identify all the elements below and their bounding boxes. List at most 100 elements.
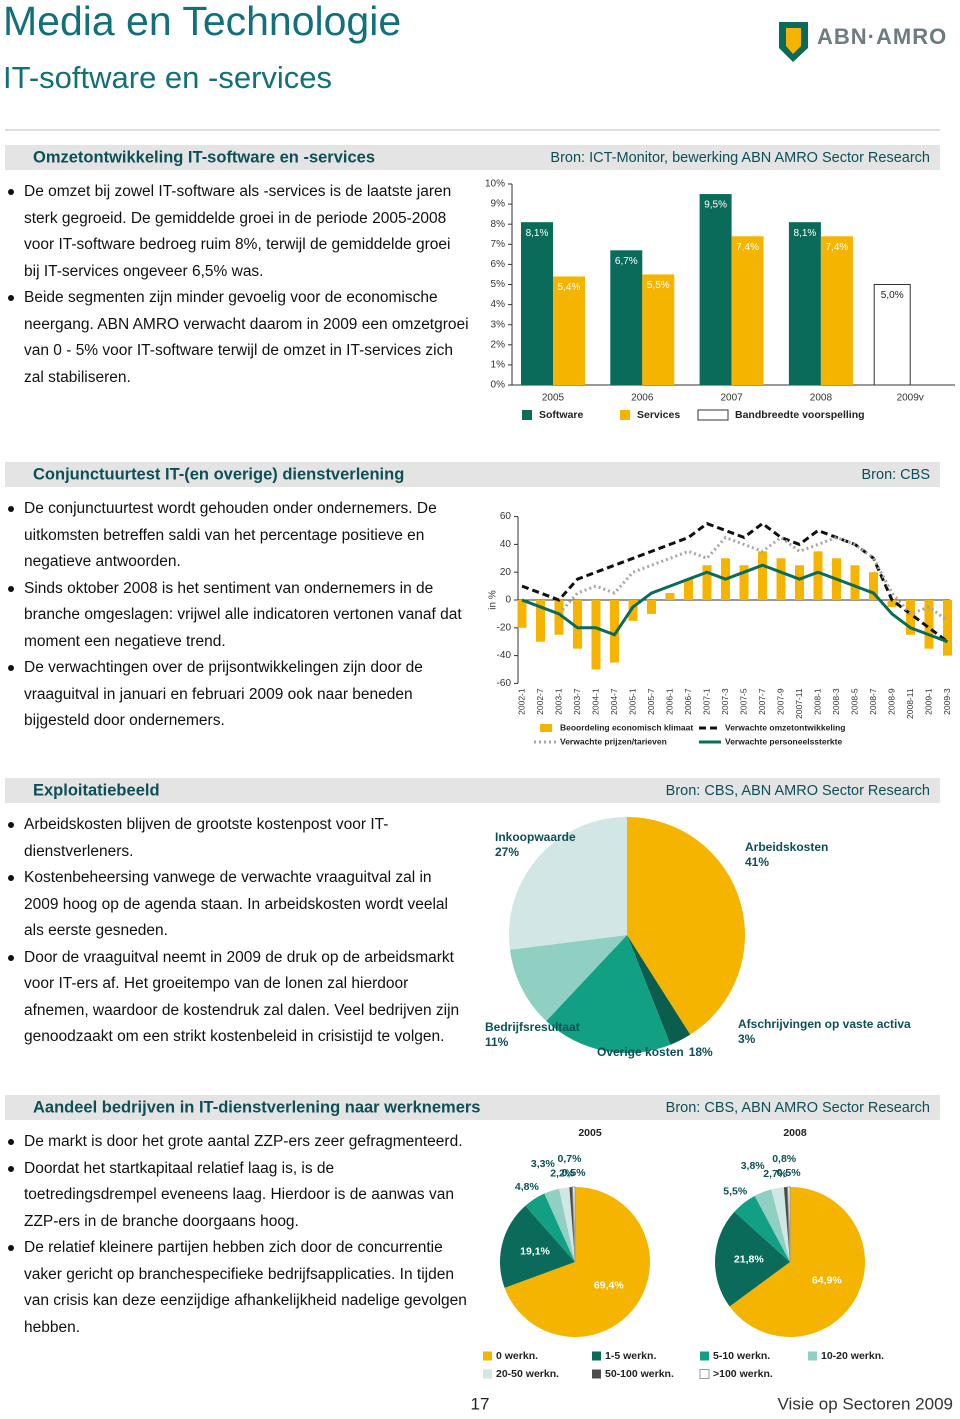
pie-slice: [504, 1187, 650, 1337]
bullet-list: De conjunctuurtest wordt gehouden onder …: [8, 496, 469, 735]
value-label: 6,7%: [615, 256, 638, 267]
legend-label: 20-50 werkn.: [496, 1368, 559, 1380]
line: [521, 563, 949, 644]
bar: [739, 565, 749, 600]
slice-value: 0,5%: [562, 1167, 587, 1179]
value-label: 8,1%: [794, 228, 817, 239]
x-tick-label: 2008-3: [831, 688, 841, 715]
section-bar: [5, 462, 940, 487]
y-tick-label: 0%: [491, 380, 506, 391]
logo-shield: [779, 22, 808, 62]
page-subtitle: IT-software en -services: [3, 60, 332, 95]
legend-swatch: [592, 1351, 601, 1361]
value-label: 9,5%: [704, 200, 727, 211]
line: [521, 535, 949, 623]
slice-name: Inkoopwaarde: [495, 830, 576, 844]
x-tick-label: 2006-7: [683, 688, 693, 715]
y-tick-label: 4%: [491, 299, 506, 310]
bullet-list: De markt is door het grote aantal ZZP-er…: [8, 1129, 469, 1341]
legend-swatch: [483, 1351, 492, 1361]
legend-label: 1-5 werkn.: [605, 1350, 656, 1362]
legend-label: 5-10 werkn.: [713, 1350, 770, 1362]
bullet: De verwachtingen over de prijsontwikkeli…: [8, 655, 469, 735]
pie-slice: [559, 1187, 575, 1262]
x-tick-label: 2009-1: [923, 688, 933, 715]
x-tick-label: 2007-9: [775, 688, 785, 715]
bullet: De markt is door het grote aantal ZZP-er…: [8, 1129, 469, 1156]
pie-slice: [715, 1211, 790, 1307]
bar: [776, 558, 786, 600]
y-tick-label: -60: [497, 678, 512, 689]
slice-name: Afschrijvingen op vaste activa: [738, 1017, 911, 1031]
value-label: 7,4%: [736, 242, 759, 253]
x-tick-label: 2003-7: [572, 688, 582, 715]
x-tick-label: 2004-1: [590, 688, 600, 715]
slice-value: 69,4%: [594, 1279, 624, 1291]
y-tick-label: 5%: [491, 279, 506, 290]
section-title: Omzetontwikkeling IT-software en -servic…: [33, 148, 375, 166]
slice-name: Overige kosten: [597, 1045, 684, 1059]
slice-value: 0,5%: [777, 1167, 802, 1179]
bar: [684, 579, 693, 600]
x-tick-label: 2005-7: [646, 688, 656, 715]
legend-swatch: [808, 1351, 817, 1361]
x-tick-label: 2009v: [897, 393, 924, 404]
y-tick-label: 2%: [491, 339, 506, 350]
page-number: 17: [471, 1394, 490, 1413]
pie-slice: [508, 817, 627, 950]
x-tick-label: 2008: [810, 393, 833, 404]
y-axis-label: in %: [488, 590, 499, 610]
legend-label: Services: [637, 409, 680, 421]
slice-value: 0,7%: [558, 1153, 583, 1165]
legend-label: 10-20 werkn.: [821, 1350, 884, 1362]
section-title: Exploitatiebeeld: [33, 781, 160, 799]
slice-value: 64,9%: [812, 1274, 842, 1286]
pie-slice: [509, 935, 627, 1022]
x-tick-label: 2002-1: [516, 688, 526, 715]
pie-slice: [754, 1189, 790, 1262]
legend-swatch: [483, 1369, 492, 1379]
value-label: 7,4%: [826, 242, 849, 253]
bar: [521, 222, 553, 385]
y-tick-label: -20: [497, 622, 512, 633]
legend-label: Software: [539, 409, 584, 421]
legend-swatch: [699, 1369, 710, 1379]
slice-name: Arbeidskosten: [745, 840, 828, 854]
slice-value: 27%: [495, 845, 519, 859]
section-source: Bron: CBS, ABN AMRO Sector Research: [666, 1100, 930, 1116]
bullet: Doordat het startkapitaal relatief laag …: [8, 1156, 469, 1236]
x-tick-label: 2007-5: [738, 688, 748, 715]
value-label: 5,0%: [881, 290, 904, 301]
bar: [924, 600, 934, 649]
bar: [610, 600, 619, 663]
x-tick-label: 2008-7: [868, 688, 878, 715]
y-tick-label: 8%: [491, 219, 506, 230]
bar: [517, 600, 527, 628]
bar: [647, 600, 656, 614]
bullet: De conjunctuurtest wordt gehouden onder …: [8, 496, 469, 576]
x-tick-label: 2004-7: [609, 688, 619, 715]
legend-swatch: [522, 410, 532, 420]
legend-label: Verwachte prijzen/tarieven: [560, 736, 667, 746]
logo-text: ABN·AMRO: [817, 24, 947, 49]
slice-value: 2,2%: [550, 1168, 575, 1180]
section-title: Conjunctuurtest IT-(en overige) dienstve…: [33, 465, 404, 483]
bar: [869, 572, 878, 600]
y-tick-label: -40: [497, 650, 512, 661]
pie-slice: [627, 935, 691, 1045]
pie-slice: [544, 1188, 575, 1262]
x-tick-label: 2008-9: [886, 688, 896, 715]
pie-slice: [787, 1186, 791, 1263]
section-source: Bron: CBS: [862, 467, 931, 483]
bar: [536, 600, 545, 642]
x-tick-label: 2005-1: [627, 688, 637, 715]
bar: [553, 276, 585, 385]
x-tick-label: 2006: [631, 393, 654, 404]
slice-value: 3,3%: [531, 1158, 556, 1170]
slice-value: 0,8%: [772, 1153, 797, 1165]
bullet: Arbeidskosten blijven de grootste kosten…: [8, 812, 469, 865]
bullet-list: De omzet bij zowel IT-software als -serv…: [8, 179, 469, 391]
slice-value: 21,8%: [734, 1254, 764, 1266]
bar: [554, 600, 564, 635]
